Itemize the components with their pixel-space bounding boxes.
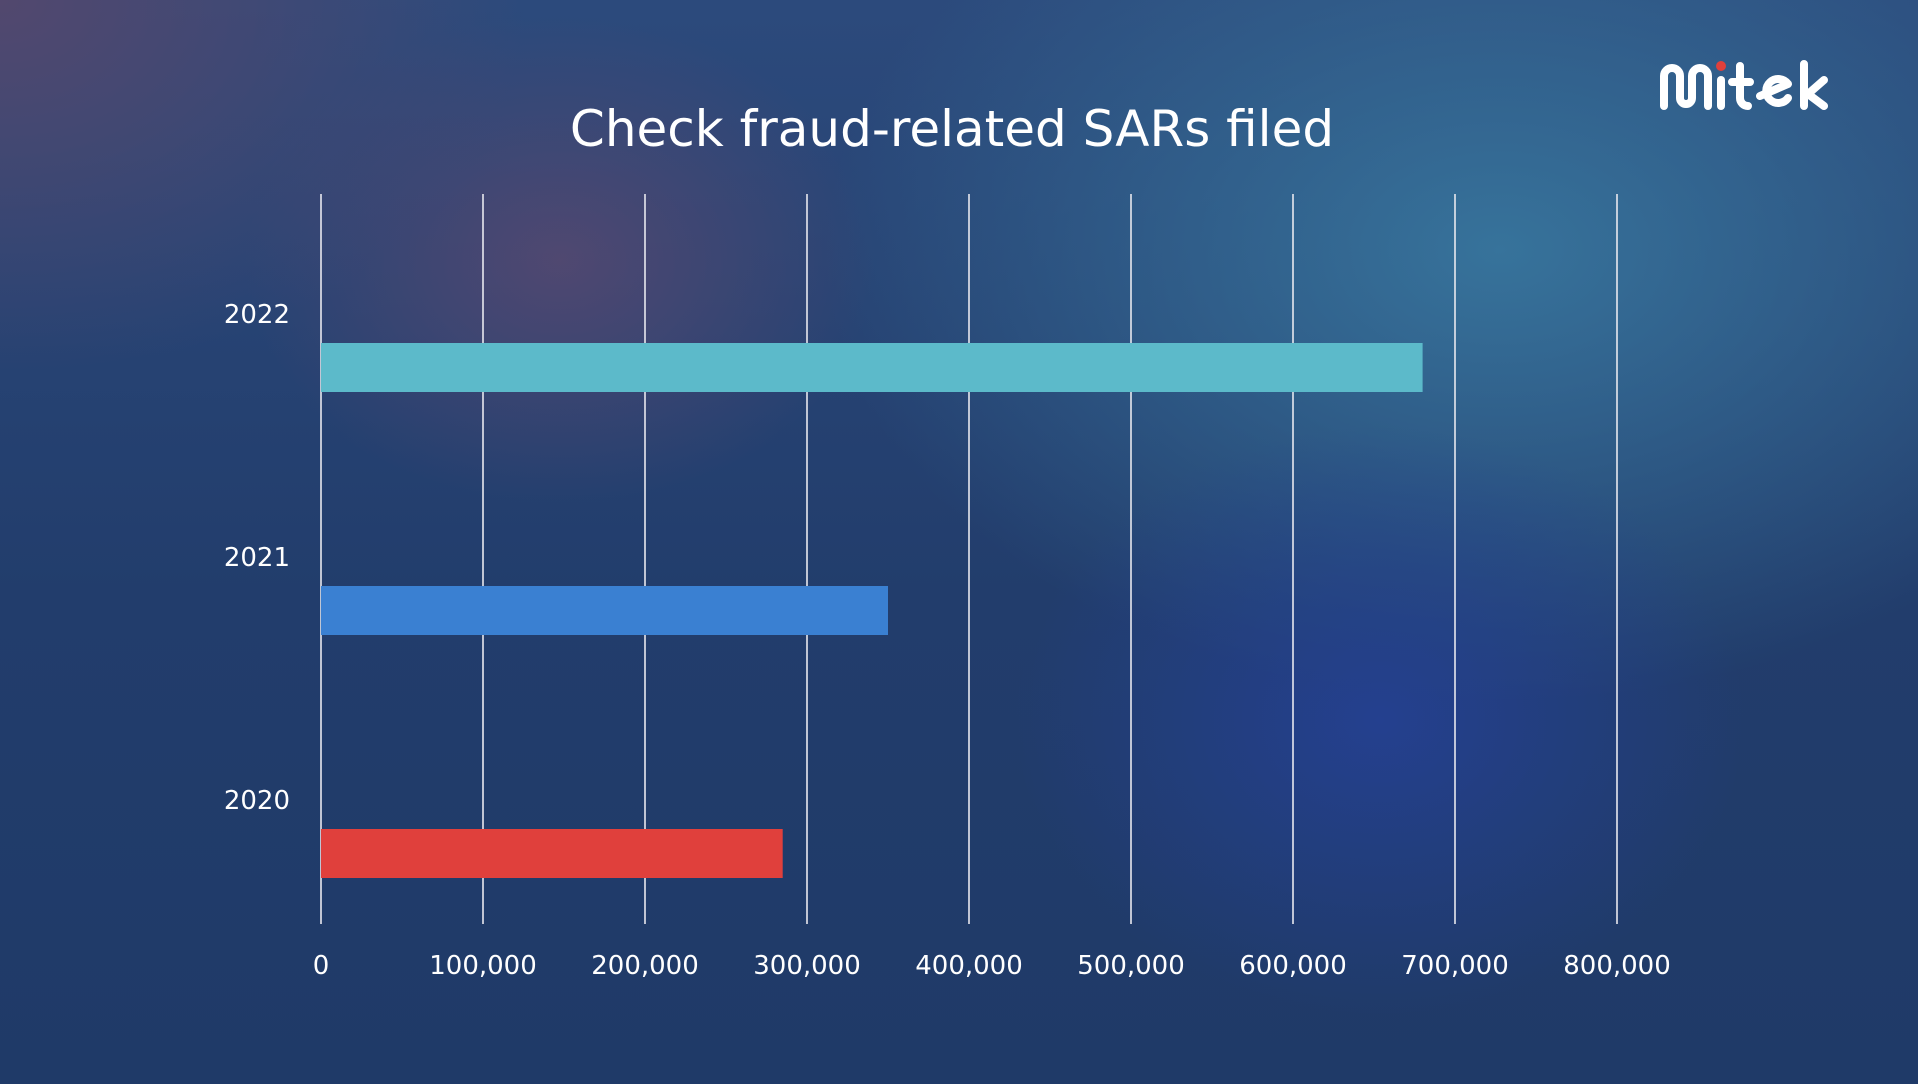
x-tick-label: 600,000 bbox=[1239, 951, 1347, 981]
x-tick-label: 100,000 bbox=[429, 951, 537, 981]
x-tick-label: 400,000 bbox=[915, 951, 1023, 981]
y-tick-label: 2021 bbox=[224, 543, 290, 573]
chart-title: Check fraud-related SARs filed bbox=[569, 100, 1335, 158]
x-tick-label: 800,000 bbox=[1563, 951, 1671, 981]
x-tick-label: 0 bbox=[313, 951, 330, 981]
x-tick-label: 700,000 bbox=[1401, 951, 1509, 981]
x-tick-label: 200,000 bbox=[591, 951, 699, 981]
x-tick-label: 500,000 bbox=[1077, 951, 1185, 981]
bar-2021 bbox=[321, 586, 888, 635]
y-tick-label: 2020 bbox=[224, 786, 290, 816]
x-tick-label: 300,000 bbox=[753, 951, 861, 981]
y-tick-label: 2022 bbox=[224, 300, 290, 330]
bar-2022 bbox=[321, 343, 1423, 392]
bar-2020 bbox=[321, 829, 783, 878]
mitek-logo bbox=[1660, 60, 1828, 110]
